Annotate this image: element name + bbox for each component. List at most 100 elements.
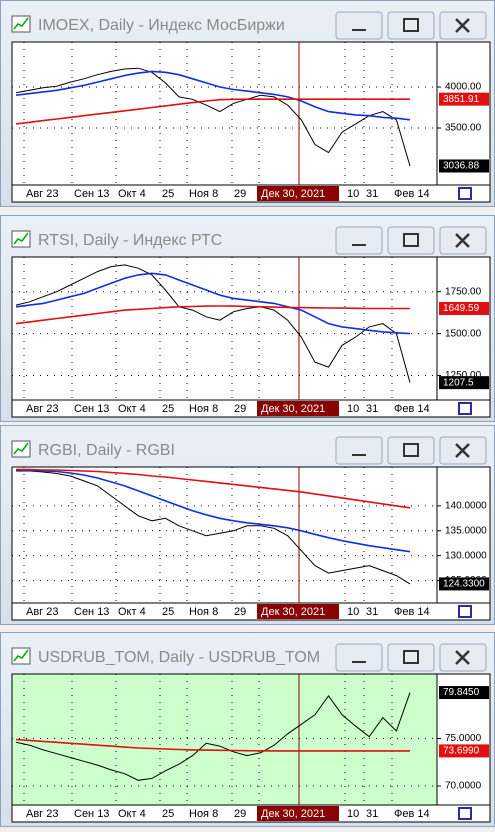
time-scale	[11, 804, 491, 823]
window-icon	[11, 647, 31, 665]
crosshair-date-box	[257, 401, 339, 416]
price-line	[15, 692, 411, 781]
x-tick-label: Фев 14	[394, 188, 430, 200]
x-tick-label: Сен 13	[74, 808, 109, 820]
x-tick-label: 25	[162, 606, 174, 618]
price-line	[15, 70, 411, 121]
price-label-box	[439, 686, 489, 700]
x-tick-label: Окт 4	[118, 606, 146, 618]
x-tick-label: Ноя 8	[189, 606, 218, 618]
maximize-glyph	[403, 233, 419, 247]
plot-area	[11, 41, 438, 186]
window-icon-line	[13, 442, 29, 455]
maximize-glyph	[403, 650, 419, 664]
time-scale	[11, 399, 491, 418]
x-tick-label: Окт 4	[118, 188, 146, 200]
x-tick-label: Дек 30, 2021	[261, 403, 325, 415]
x-tick-label: 10	[347, 606, 359, 618]
x-tick-label: 10	[347, 403, 359, 415]
scroll-button[interactable]	[458, 187, 472, 200]
x-tick-label: Сен 13	[74, 403, 109, 415]
x-tick-label: Авг 23	[26, 808, 58, 820]
y-tick-label: 70.0000	[445, 781, 482, 792]
time-scale	[11, 184, 491, 203]
close-glyph	[455, 650, 470, 665]
crosshair-date-box	[257, 806, 339, 821]
y-tick-label: 130.0000	[445, 550, 487, 561]
scroll-button[interactable]	[458, 402, 472, 415]
scroll-button[interactable]	[458, 605, 472, 618]
window-title: IMOEX, Daily - Индекс МосБиржи	[38, 17, 285, 34]
price-line	[15, 98, 410, 125]
window-icon-line	[13, 649, 29, 662]
chart-window: USDRUB_TOM, Daily - USDRUB_TOM 70.0000 75.…	[0, 632, 495, 827]
y-tick-label: 75.0000	[445, 733, 482, 744]
x-tick-label: 29	[234, 403, 246, 415]
window-icon-line	[13, 17, 29, 30]
price-label-box	[439, 92, 489, 106]
window-icon	[11, 440, 31, 458]
price-line	[16, 468, 411, 509]
x-tick-label: Окт 4	[118, 808, 146, 820]
price-label: 1207.5	[443, 377, 474, 388]
price-label-box	[439, 577, 489, 591]
x-tick-label: Дек 30, 2021	[261, 188, 325, 200]
close-glyph	[455, 233, 470, 248]
chart-window: RTSI, Daily - Индекс РТС 1250.00 1500.00 17…	[0, 215, 495, 422]
x-tick-label: Ноя 8	[189, 403, 218, 415]
y-tick-label: 1500.00	[445, 328, 482, 339]
x-tick-label: 10	[347, 188, 359, 200]
price-line	[16, 470, 411, 585]
price-line	[15, 738, 410, 752]
price-label: 79.8450	[443, 687, 480, 698]
price-label-box	[439, 376, 489, 390]
maximize-glyph	[403, 18, 419, 32]
x-tick-label: 10	[347, 808, 359, 820]
window-icon	[11, 15, 31, 33]
chart-window: IMOEX, Daily - Индекс МосБиржи 3500.00 400…	[0, 0, 495, 207]
price-label: 124.3300	[443, 579, 485, 590]
price-label: 73.6990	[443, 746, 480, 757]
price-line	[15, 469, 411, 553]
maximize-button[interactable]	[387, 436, 435, 465]
maximize-button[interactable]	[387, 11, 435, 40]
plot-area	[11, 466, 438, 604]
scroll-button[interactable]	[458, 807, 472, 820]
minimize-button[interactable]	[335, 11, 383, 40]
x-tick-label: Дек 30, 2021	[261, 606, 325, 618]
price-line	[15, 67, 411, 167]
x-tick-label: 31	[366, 606, 378, 618]
minimize-button[interactable]	[335, 226, 383, 255]
x-tick-label: Авг 23	[26, 606, 58, 618]
plot-area	[11, 256, 438, 401]
maximize-button[interactable]	[387, 643, 435, 672]
minimize-button[interactable]	[335, 436, 383, 465]
x-tick-label: 25	[162, 188, 174, 200]
x-tick-label: 31	[366, 808, 378, 820]
chart-window: RGBI, Daily - RGBI125.0000130.0000135.00…	[0, 425, 495, 625]
plot-area	[11, 673, 438, 806]
x-tick-label: 29	[234, 808, 246, 820]
x-tick-label: Фев 14	[394, 606, 430, 618]
x-tick-label: Сен 13	[74, 606, 109, 618]
crosshair-date-box	[257, 186, 339, 201]
window-title: RTSI, Daily - Индекс РТС	[38, 232, 222, 249]
time-scale	[11, 602, 491, 621]
window-icon	[11, 230, 31, 248]
maximize-button[interactable]	[387, 226, 435, 255]
window-title: RGBI, Daily - RGBI	[38, 442, 175, 459]
price-label-box	[439, 744, 489, 758]
x-tick-label: Дек 30, 2021	[261, 808, 325, 820]
y-tick-label: 1250.00	[445, 370, 482, 381]
x-tick-label: Фев 14	[394, 403, 430, 415]
price-line	[15, 305, 410, 325]
price-label: 1649.59	[443, 303, 480, 314]
minimize-button[interactable]	[335, 643, 383, 672]
price-label-box	[439, 302, 489, 316]
window-title: USDRUB_TOM, Daily - USDRUB_TOM	[38, 649, 320, 666]
maximize-glyph	[403, 443, 419, 457]
x-tick-label: Ноя 8	[189, 808, 218, 820]
close-glyph	[455, 18, 470, 33]
